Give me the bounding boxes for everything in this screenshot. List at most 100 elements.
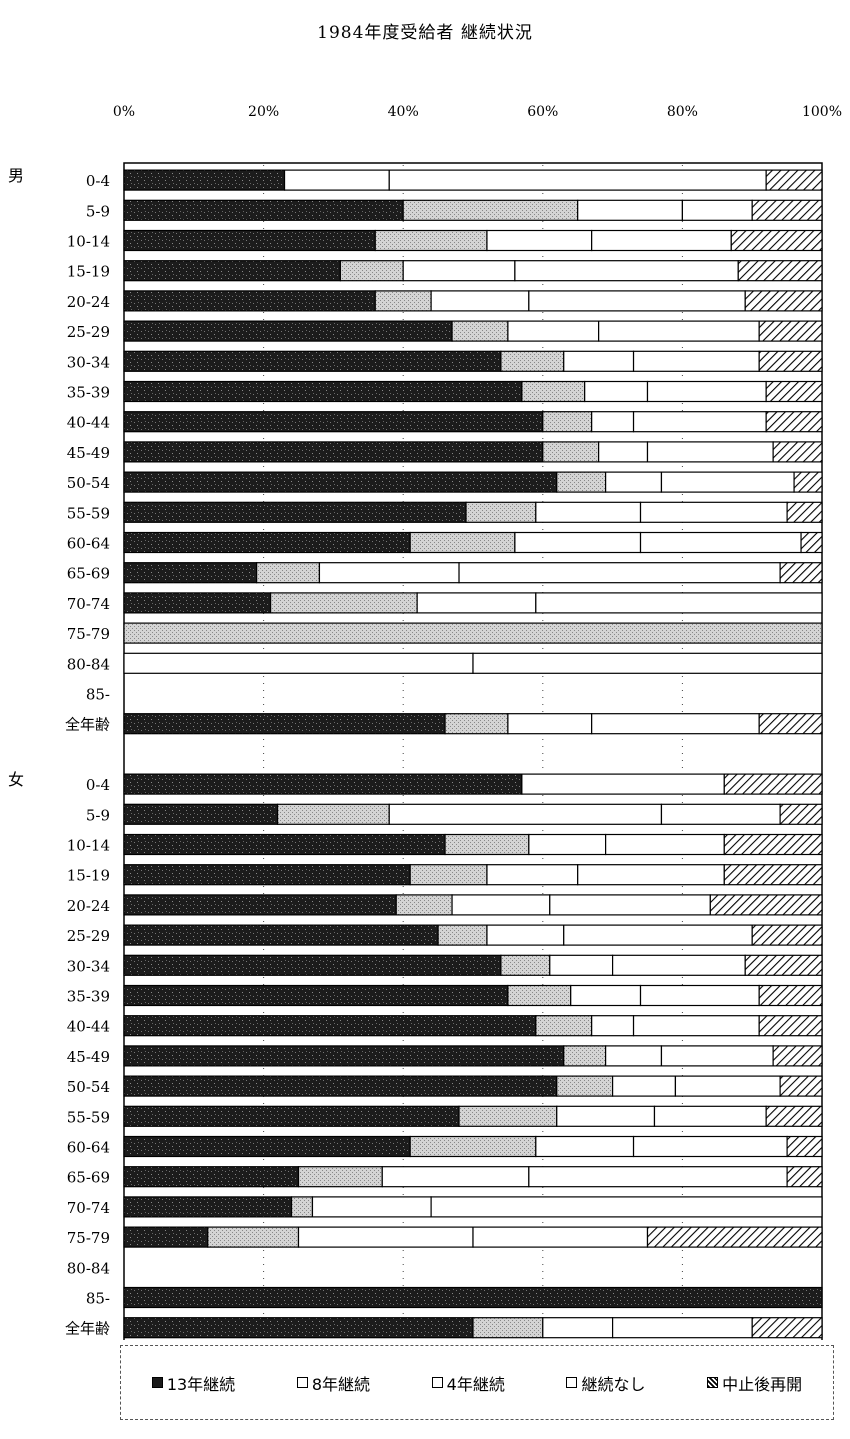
- row-category-label: 0-4: [86, 776, 110, 794]
- legend-item-13yr: 13年継続: [151, 1371, 236, 1395]
- row-category-label: 55-59: [67, 1108, 110, 1126]
- bar-segment: [744, 954, 823, 976]
- row-category-label: 80-84: [67, 655, 110, 673]
- row-category-label: 75-79: [67, 625, 110, 643]
- bar-segment: [123, 1166, 300, 1188]
- bar-segment: [123, 471, 558, 493]
- bar-segment: [123, 320, 453, 342]
- row-category-label: 30-34: [67, 353, 110, 371]
- bar-segment: [430, 290, 530, 312]
- bar-segment: [598, 441, 649, 463]
- row-category-label: 15-19: [67, 263, 110, 281]
- bar-segment: [297, 1166, 383, 1188]
- legend-item-none: 継続なし: [566, 1371, 646, 1395]
- bar-segment: [591, 1015, 635, 1037]
- bar-segment: [786, 1135, 823, 1158]
- bar-segment: [123, 531, 411, 554]
- legend-label-8yr: 8年継続: [311, 1374, 371, 1394]
- bar-segment: [779, 803, 823, 825]
- bar-segment: [639, 501, 788, 523]
- bar-segment: [465, 501, 537, 523]
- bar-segment: [591, 411, 635, 433]
- bar-segment: [646, 380, 767, 403]
- bar-segment: [318, 562, 460, 584]
- legend-swatch-8yr: [296, 1377, 308, 1388]
- bar-segment: [123, 864, 411, 886]
- bar-segment: [563, 1045, 607, 1067]
- bar-segment: [660, 1045, 774, 1067]
- bar-segment: [765, 380, 823, 403]
- row-category-label: 0-4: [86, 172, 110, 190]
- bar-segment: [123, 984, 509, 1007]
- bar-segment: [123, 1196, 293, 1218]
- bar-segment: [660, 471, 795, 493]
- bar-segment: [507, 713, 593, 735]
- bar-segment: [751, 924, 823, 946]
- bar-segment: [528, 833, 607, 856]
- bar-segment: [577, 199, 684, 221]
- bar-segment: [591, 229, 732, 252]
- row-category-label: 5-9: [86, 202, 110, 220]
- bar-segment: [395, 894, 453, 916]
- bar-segment: [674, 1075, 781, 1097]
- chart-plot: 0% 20% 40% 60% 80% 100% 男 0-4 5-9 10-14 15-19 20-2…: [8, 104, 842, 1340]
- bar-segment: [409, 864, 488, 886]
- bar-segment: [758, 1015, 823, 1037]
- legend-item-resumed: 中止後再開: [707, 1371, 802, 1395]
- bar-segment: [737, 260, 823, 282]
- bar-segment: [283, 169, 390, 191]
- bar-segment: [542, 441, 600, 463]
- bar-segment: [123, 411, 544, 433]
- chart-title: 1984年度受給者 継続状況: [317, 23, 533, 43]
- bar-segment: [605, 1045, 663, 1067]
- row-category-label: 45-49: [67, 1048, 110, 1066]
- bar-segment: [660, 803, 781, 825]
- bar-segment: [123, 592, 272, 614]
- chart-legend: 13年継続 8年継続 4年継続 継続なし 中止後再開: [120, 1345, 834, 1420]
- bar-segment: [632, 1135, 788, 1158]
- legend-label-13yr: 13年継続: [166, 1374, 236, 1394]
- bar-segment: [765, 1105, 823, 1127]
- row-category-label: 25-29: [67, 927, 110, 945]
- bar-segment: [598, 320, 760, 342]
- bar-segment: [765, 411, 823, 433]
- bar-segment: [402, 199, 579, 221]
- row-category-label: 20-24: [67, 897, 110, 915]
- bar-segment: [123, 652, 474, 674]
- bar-segment: [123, 954, 502, 976]
- bar-segment: [632, 350, 760, 372]
- bar-segment: [123, 803, 279, 825]
- row-category-label: 35-39: [67, 384, 110, 402]
- bar-segment: [374, 229, 488, 252]
- bar-segment: [730, 229, 823, 252]
- bar-segment: [611, 1317, 753, 1339]
- bar-segment: [639, 984, 760, 1007]
- row-category-label: 30-34: [67, 957, 110, 975]
- bar-segment: [451, 894, 551, 916]
- bar-segment: [311, 1196, 432, 1218]
- bar-segment: [409, 1135, 537, 1158]
- bar-segment: [123, 622, 823, 644]
- group-label: 男: [8, 166, 24, 185]
- bar-segment: [269, 592, 418, 614]
- bar-segment: [549, 954, 614, 976]
- bar-segment: [793, 471, 823, 493]
- bar-segment: [646, 441, 774, 463]
- bar-segment: [123, 1286, 823, 1309]
- bar-segment: [472, 1226, 649, 1248]
- bar-segment: [570, 984, 642, 1007]
- bar-segment: [123, 380, 523, 403]
- row-category-label: 5-9: [86, 806, 110, 824]
- bar-segment: [681, 199, 753, 221]
- bar-segment: [646, 1226, 823, 1248]
- x-tick-label: 100%: [802, 104, 842, 120]
- row-category-label: 15-19: [67, 867, 110, 885]
- bar-segment: [123, 229, 376, 252]
- bar-segment: [123, 1105, 460, 1127]
- bar-segment: [758, 713, 823, 735]
- row-category-label: 45-49: [67, 444, 110, 462]
- bar-segment: [374, 290, 432, 312]
- bar-segment: [723, 773, 823, 795]
- bar-segment: [758, 984, 823, 1007]
- legend-item-4yr: 4年継続: [431, 1371, 505, 1395]
